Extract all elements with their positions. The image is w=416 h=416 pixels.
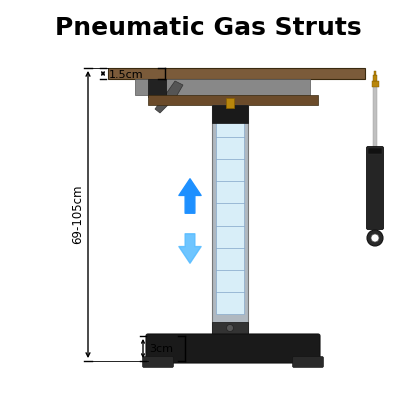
Bar xyxy=(212,105,248,123)
FancyBboxPatch shape xyxy=(143,357,173,367)
Bar xyxy=(212,322,248,334)
FancyArrowPatch shape xyxy=(179,179,201,213)
Circle shape xyxy=(371,234,379,242)
Bar xyxy=(373,81,377,148)
Bar xyxy=(212,105,248,334)
FancyBboxPatch shape xyxy=(146,334,320,363)
Bar xyxy=(373,75,377,81)
Bar xyxy=(148,79,166,97)
Bar xyxy=(226,98,234,108)
Text: 3cm: 3cm xyxy=(149,344,173,354)
Text: 69-105cm: 69-105cm xyxy=(72,185,84,244)
FancyBboxPatch shape xyxy=(292,357,324,367)
Bar xyxy=(135,79,310,95)
Bar xyxy=(371,81,379,87)
Bar xyxy=(368,148,382,154)
Bar xyxy=(216,115,244,314)
FancyBboxPatch shape xyxy=(366,146,384,230)
Circle shape xyxy=(226,324,233,332)
Text: 1.5cm: 1.5cm xyxy=(109,70,144,80)
Bar xyxy=(148,95,318,105)
Bar xyxy=(108,68,365,79)
Text: Pneumatic Gas Struts: Pneumatic Gas Struts xyxy=(54,16,362,40)
FancyArrowPatch shape xyxy=(179,234,201,263)
Circle shape xyxy=(367,230,383,246)
Bar xyxy=(374,71,376,75)
Polygon shape xyxy=(155,81,183,113)
